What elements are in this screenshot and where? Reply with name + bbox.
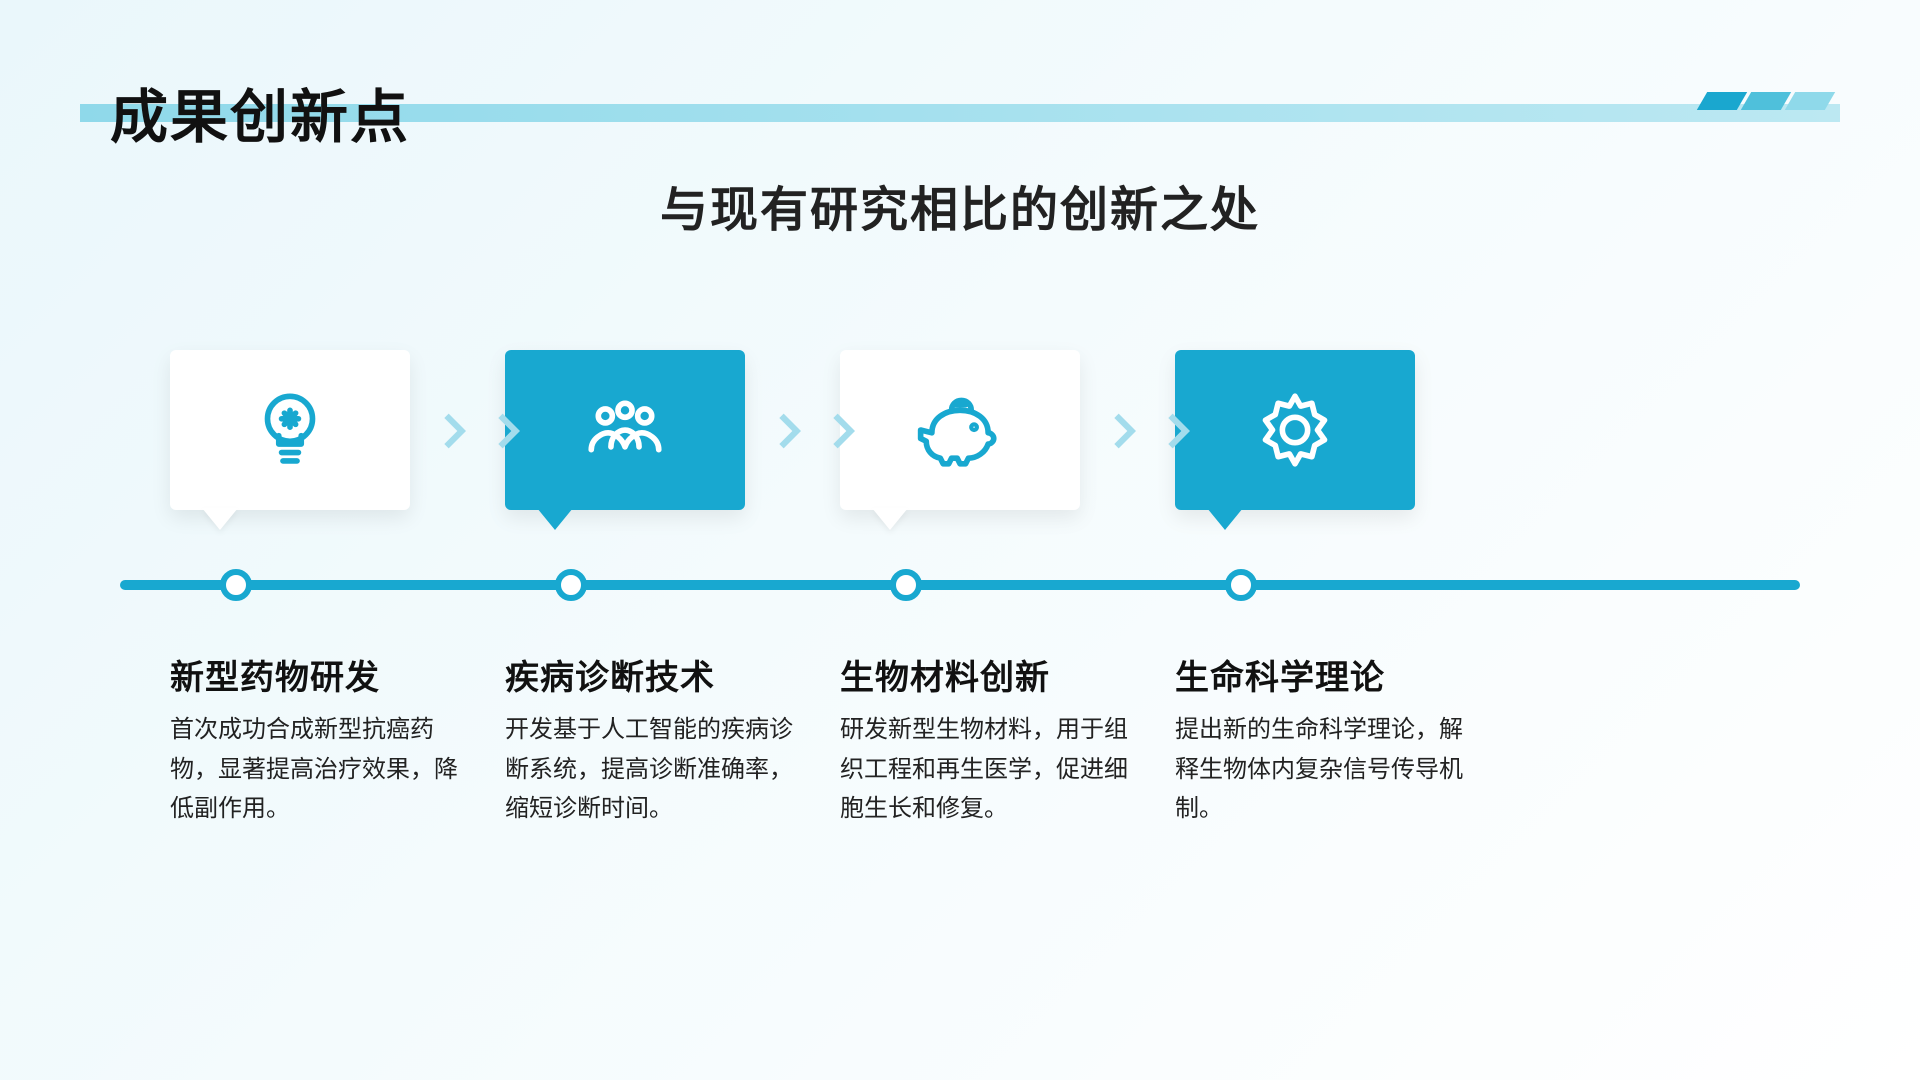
item-title-2: 生物材料创新 [840, 650, 1050, 699]
item-desc-2: 研发新型生物材料，用于组织工程和再生医学，促进细胞生长和修复。 [840, 710, 1140, 829]
chevron-right-icon [440, 405, 546, 457]
timeline-dot [890, 569, 922, 601]
timeline-dot [555, 569, 587, 601]
card-item-0 [170, 350, 410, 510]
slash-1 [1697, 92, 1747, 110]
card-pointer [1207, 508, 1243, 530]
item-title-3: 生命科学理论 [1175, 650, 1385, 699]
chevron-right-icon [1110, 405, 1216, 457]
slash-3 [1785, 92, 1835, 110]
card-pointer [202, 508, 238, 530]
lightbulb-icon [170, 350, 410, 510]
subtitle: 与现有研究相比的创新之处 [0, 170, 1920, 240]
timeline-bar [120, 580, 1800, 590]
item-title-0: 新型药物研发 [170, 650, 380, 699]
item-desc-3: 提出新的生命科学理论，解释生物体内复杂信号传导机制。 [1175, 710, 1475, 829]
timeline-dot [1225, 569, 1257, 601]
card-pointer [872, 508, 908, 530]
item-desc-1: 开发基于人工智能的疾病诊断系统，提高诊断准确率，缩短诊断时间。 [505, 710, 805, 829]
slash-2 [1741, 92, 1791, 110]
item-desc-0: 首次成功合成新型抗癌药物，显著提高治疗效果，降低副作用。 [170, 710, 470, 829]
card-pointer [537, 508, 573, 530]
chevron-right-icon [775, 405, 881, 457]
background [0, 0, 1920, 1080]
timeline-dot [220, 569, 252, 601]
item-title-1: 疾病诊断技术 [505, 650, 715, 699]
corner-slash-decor [1702, 92, 1830, 110]
page-title: 成果创新点 [110, 70, 410, 154]
